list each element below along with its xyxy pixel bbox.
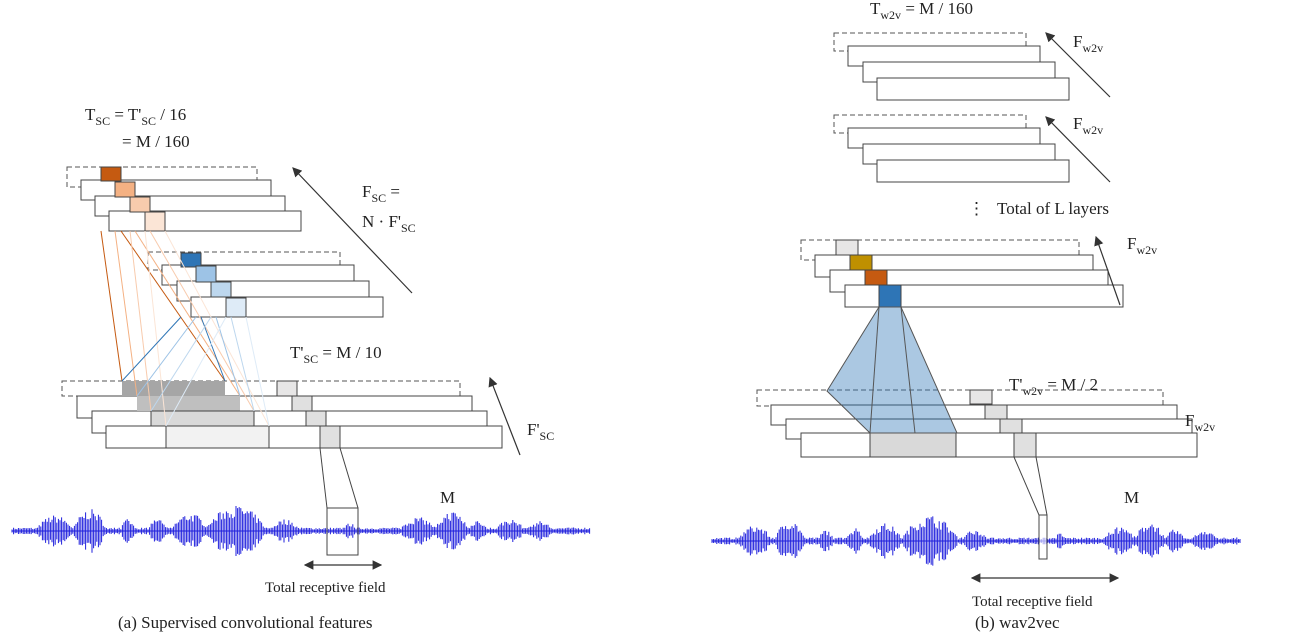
label-part: F bbox=[1073, 32, 1082, 51]
label-part: F' bbox=[527, 420, 540, 439]
cell bbox=[320, 426, 340, 448]
f-w2v-label: Fw2v bbox=[1073, 32, 1103, 55]
layer-dashed bbox=[757, 390, 1163, 406]
cell bbox=[306, 411, 326, 426]
waveform bbox=[12, 506, 590, 556]
cell bbox=[1014, 433, 1036, 457]
field-line bbox=[340, 448, 358, 508]
label-part: = M / 10 bbox=[318, 343, 381, 362]
layer bbox=[877, 78, 1069, 100]
receptive-field-label: Total receptive field bbox=[265, 580, 386, 596]
field-window bbox=[1039, 515, 1047, 559]
subscript: SC bbox=[141, 114, 156, 128]
label-part: = bbox=[386, 182, 400, 201]
subscript: w2v bbox=[1194, 420, 1215, 434]
t-prime-w2v-label: T'w2v = M / 2 bbox=[1009, 375, 1098, 398]
label-part: F bbox=[1185, 411, 1194, 430]
cell bbox=[277, 381, 297, 396]
subscript: w2v bbox=[1136, 243, 1157, 257]
label-part: T bbox=[870, 0, 881, 18]
t-sc-label-2: = M / 160 bbox=[122, 132, 190, 151]
f-w2v-label: Fw2v bbox=[1127, 234, 1157, 257]
cell bbox=[985, 405, 1007, 419]
layer bbox=[106, 426, 502, 448]
subscript: w2v bbox=[1082, 123, 1103, 137]
cell bbox=[196, 266, 216, 282]
cell bbox=[865, 270, 887, 285]
caption: (b) wav2vec bbox=[975, 613, 1060, 632]
subscript: SC bbox=[540, 429, 555, 443]
ellipsis: ⋮ bbox=[968, 199, 985, 218]
cell bbox=[122, 381, 225, 396]
label-part: = M / 2 bbox=[1043, 375, 1098, 394]
cell bbox=[115, 182, 135, 197]
layer bbox=[801, 433, 1197, 457]
cell bbox=[211, 282, 231, 297]
cell bbox=[151, 411, 254, 426]
cell bbox=[226, 298, 246, 317]
layer bbox=[877, 160, 1069, 182]
panel-b: Tw2v = M / 160 Fw2v Fw2v Fw2v Fw2v ⋮ Tot… bbox=[712, 0, 1240, 632]
waveform-path bbox=[12, 506, 590, 556]
label-part: T' bbox=[1009, 375, 1022, 394]
subscript: w2v bbox=[1022, 384, 1043, 398]
waveform bbox=[712, 516, 1240, 565]
subscript: SC bbox=[371, 191, 386, 205]
cell bbox=[145, 212, 165, 231]
cell bbox=[879, 285, 901, 307]
cell bbox=[130, 197, 150, 212]
layers-note: Total of L layers bbox=[997, 199, 1109, 218]
field-line bbox=[320, 448, 327, 508]
label-part: = M / 160 bbox=[901, 0, 973, 18]
label-part: N · F' bbox=[362, 212, 401, 231]
panel-a: TSC = T'SC / 16 = M / 160 FSC = N · F'SC… bbox=[12, 105, 590, 632]
cell bbox=[101, 167, 121, 181]
m-label: M bbox=[440, 488, 455, 507]
subscript: SC bbox=[401, 221, 416, 235]
t-w2v-label: Tw2v = M / 160 bbox=[870, 0, 973, 22]
layer bbox=[191, 297, 383, 317]
layer bbox=[109, 211, 301, 231]
m-label: M bbox=[1124, 488, 1139, 507]
subscript: SC bbox=[303, 352, 318, 366]
figure: TSC = T'SC / 16 = M / 160 FSC = N · F'SC… bbox=[0, 0, 1293, 638]
cell bbox=[970, 390, 992, 404]
field-line bbox=[1014, 457, 1039, 515]
cell bbox=[1000, 419, 1022, 433]
cell bbox=[166, 426, 269, 448]
waveform-path bbox=[712, 516, 1240, 565]
cell bbox=[836, 240, 858, 255]
cell bbox=[292, 396, 312, 411]
label-part: F bbox=[1127, 234, 1136, 253]
cell bbox=[850, 255, 872, 270]
label-part: / 16 bbox=[156, 105, 186, 124]
subscript: w2v bbox=[1082, 41, 1103, 55]
f-w2v-label: Fw2v bbox=[1073, 114, 1103, 137]
label-part: = T' bbox=[110, 105, 141, 124]
caption: (a) Supervised convolutional features bbox=[118, 613, 372, 632]
f-sc-label-2: N · F'SC bbox=[362, 212, 416, 235]
t-prime-sc-label: T'SC = M / 10 bbox=[290, 343, 382, 366]
subscript: w2v bbox=[880, 8, 901, 22]
cell bbox=[181, 253, 201, 267]
field-line bbox=[1036, 457, 1047, 515]
label-part: T bbox=[85, 105, 96, 124]
label-part: F bbox=[362, 182, 371, 201]
receptive-field-label: Total receptive field bbox=[972, 594, 1093, 610]
f-prime-sc-label: F'SC bbox=[527, 420, 554, 443]
subscript: SC bbox=[95, 114, 110, 128]
label-part: T' bbox=[290, 343, 303, 362]
label-part: F bbox=[1073, 114, 1082, 133]
cell bbox=[870, 433, 956, 457]
f-sc-label: FSC = bbox=[362, 182, 400, 205]
t-sc-label: TSC = T'SC / 16 bbox=[85, 105, 186, 128]
label-part: = M / 160 bbox=[122, 132, 190, 151]
